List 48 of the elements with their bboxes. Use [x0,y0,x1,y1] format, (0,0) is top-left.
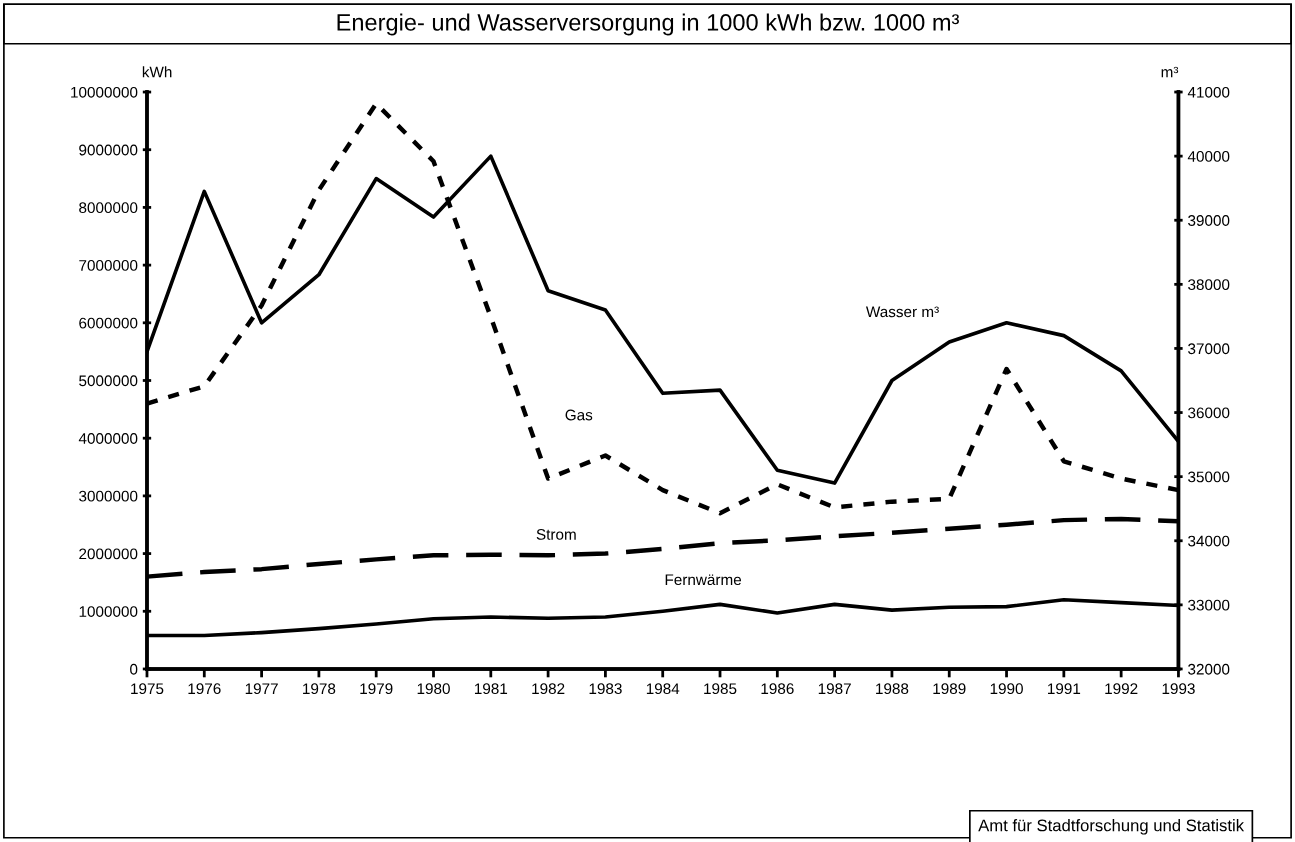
x-tick-label: 1985 [704,683,737,695]
y-tick-label: 4000000 [78,433,138,444]
series-label: Wasser m³ [865,306,939,318]
y2-tick-label: 37000 [1188,343,1230,355]
y2-tick-label: 35000 [1188,471,1230,483]
y2-tick-label: 39000 [1188,215,1230,226]
y-tick-label: 10000000 [71,86,138,98]
x-tick-label: 1991 [1048,683,1081,695]
text: Gas [565,409,593,421]
x-tick-label: 1977 [245,683,278,695]
y2-tick-label: 33000 [1188,599,1230,611]
chart-title: Energie- und Wasserversorgung in 1000 kWh bzw. 1000 m³ [337,13,959,36]
x-tick-label: 1989 [933,683,966,695]
y2-tick-label: 40000 [1187,151,1230,162]
x-tick-label: 1980 [417,683,450,695]
series-label: Fernwärme [665,574,742,586]
y-tick-label: 3000000 [79,490,138,502]
text: Amt für Stadtforschung und Statistik [978,819,1245,835]
x-tick-label: 1988 [876,683,909,695]
x-tick-label: 1984 [646,683,680,695]
x-tick-label: 1981 [474,683,508,695]
y2-axis-title: m³ [1161,66,1179,78]
x-tick-label: 1975 [131,683,164,695]
x-tick-label: 1990 [990,683,1023,695]
x-tick-label: 1986 [761,683,794,695]
y-tick-label: 6000000 [79,317,138,329]
x-tick-label: 1993 [1162,683,1195,695]
y2-tick-label: 34000 [1188,535,1230,547]
y-tick-label: 0 [130,663,138,675]
y-tick-label: 8000000 [79,202,138,214]
y-tick-label: 5000000 [79,375,138,387]
x-tick-label: 1979 [360,683,393,695]
y2-tick-label: 32000 [1188,663,1230,675]
x-tick-label: 1978 [303,683,336,695]
x-tick-label: 1983 [589,683,622,695]
y-axis-title: kWh [142,66,172,78]
series-label: Strom [536,529,576,540]
x-tick-label: 1976 [188,683,221,695]
y2-tick-label: 41000 [1187,86,1230,98]
y2-tick-label: 36000 [1188,407,1230,419]
x-tick-label: 1992 [1105,683,1138,695]
y-tick-label: 9000000 [79,144,138,156]
y2-tick-label: 38000 [1188,279,1230,291]
y-tick-label: 1000000 [79,606,138,617]
y-tick-label: 2000000 [79,548,138,560]
x-tick-label: 1987 [818,683,851,695]
x-tick-label: 1982 [532,683,565,695]
y-tick-label: 7000000 [79,259,138,271]
